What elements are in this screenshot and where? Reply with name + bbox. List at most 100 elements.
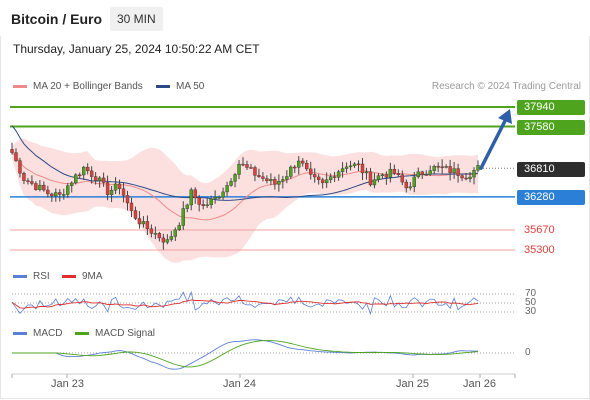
candle-body bbox=[209, 198, 213, 206]
candle-body bbox=[301, 160, 305, 164]
level-r1-tag: 37580 bbox=[517, 120, 585, 135]
candle-body bbox=[185, 204, 189, 209]
xaxis-label: Jan 25 bbox=[396, 378, 430, 390]
ma50-line bbox=[11, 125, 479, 201]
bollinger-bands bbox=[12, 138, 478, 263]
level-r2-tag: 37940 bbox=[517, 100, 585, 115]
candle-body bbox=[253, 167, 257, 176]
candle-body bbox=[62, 194, 66, 196]
candle-body bbox=[22, 172, 26, 181]
candle-body bbox=[396, 173, 401, 175]
candle-body bbox=[448, 166, 452, 174]
candle-body bbox=[14, 152, 18, 161]
candle-body bbox=[197, 197, 201, 205]
moving-averages bbox=[11, 125, 479, 221]
level-s2-tag: 35300 bbox=[524, 244, 555, 256]
candle-body bbox=[316, 176, 321, 180]
rsi-tick-50: 50 bbox=[525, 297, 537, 308]
candle-body bbox=[129, 202, 134, 211]
candle-body bbox=[141, 221, 146, 225]
candle-body bbox=[388, 168, 393, 178]
candle-body bbox=[456, 168, 460, 176]
macd-signal-line bbox=[12, 340, 479, 368]
candle-body bbox=[38, 184, 42, 190]
candle-body bbox=[336, 171, 341, 178]
candle-body bbox=[400, 174, 405, 183]
candle-body bbox=[221, 191, 225, 198]
ma20-line bbox=[11, 152, 479, 221]
candle-body bbox=[50, 193, 54, 197]
candle-body bbox=[85, 166, 90, 172]
candle-body bbox=[157, 233, 162, 239]
candle-body bbox=[364, 171, 369, 174]
candle-body bbox=[420, 171, 424, 175]
candle-body bbox=[277, 180, 281, 185]
rsi-tick-70: 70 bbox=[525, 288, 537, 299]
candle-body bbox=[169, 236, 174, 240]
xaxis-label: Jan 23 bbox=[51, 378, 85, 390]
macd-line bbox=[12, 339, 478, 370]
candle-body bbox=[265, 178, 269, 182]
candle-body bbox=[42, 184, 46, 191]
candle-body bbox=[153, 233, 158, 235]
candle-body bbox=[177, 225, 181, 231]
candle-body bbox=[30, 181, 34, 184]
instrument-title: Bitcoin / Euro bbox=[11, 11, 102, 27]
candle-body bbox=[440, 166, 444, 168]
candle-body bbox=[46, 189, 50, 195]
macd-zero-tick: 0 bbox=[525, 347, 531, 358]
candle-body bbox=[133, 210, 138, 219]
candle-body bbox=[332, 176, 337, 178]
candle-body bbox=[117, 183, 122, 189]
candle-body bbox=[380, 174, 385, 176]
candle-body bbox=[237, 163, 241, 175]
interval-button[interactable]: 30 MIN bbox=[110, 7, 163, 31]
candle-body bbox=[193, 189, 197, 199]
candle-body bbox=[376, 175, 381, 180]
candle-body bbox=[348, 165, 353, 168]
legend-rsi: RSI bbox=[13, 271, 50, 282]
candle-body bbox=[58, 192, 62, 195]
candle-body bbox=[392, 168, 397, 174]
candle-body bbox=[18, 160, 22, 174]
legend-macd: MACD bbox=[13, 328, 62, 339]
candle-body bbox=[165, 239, 170, 243]
candle-body bbox=[89, 170, 94, 177]
candle-body bbox=[468, 176, 472, 180]
forecast-arrow bbox=[479, 109, 512, 170]
candle-body bbox=[408, 186, 412, 189]
header: Bitcoin / Euro 30 MIN bbox=[0, 0, 590, 36]
candle-body bbox=[360, 163, 365, 174]
legend-ma20: MA 20 + Bollinger Bands bbox=[13, 81, 143, 92]
candle-body bbox=[149, 228, 154, 234]
candle-body bbox=[261, 176, 265, 179]
candle-body bbox=[173, 229, 177, 237]
candle-body bbox=[269, 178, 273, 182]
bollinger-band-area bbox=[12, 138, 478, 263]
candle-body bbox=[225, 185, 229, 193]
candle-body bbox=[74, 174, 78, 184]
candle-body bbox=[93, 176, 98, 181]
xaxis-label: Jan 26 bbox=[463, 378, 497, 390]
xaxis-label: Jan 24 bbox=[223, 378, 257, 390]
macd-signal-swatch bbox=[75, 332, 89, 335]
candle-body bbox=[34, 183, 38, 190]
candle-body bbox=[109, 189, 114, 195]
candle-body bbox=[432, 166, 436, 171]
candle-body bbox=[436, 166, 440, 168]
macd-signal-label: MACD Signal bbox=[95, 328, 156, 339]
candle-body bbox=[472, 170, 476, 178]
candle-body bbox=[444, 166, 448, 168]
candle-body bbox=[137, 218, 142, 225]
candle-body bbox=[309, 168, 313, 175]
candle-body bbox=[145, 221, 150, 230]
research-credit: Research © 2024 Trading Central bbox=[431, 81, 581, 92]
candle-body bbox=[245, 164, 249, 168]
candle-body bbox=[241, 163, 245, 166]
level-s1-tag: 35670 bbox=[524, 224, 555, 236]
candle-body bbox=[233, 174, 237, 182]
candle-body bbox=[285, 176, 289, 180]
candle-body bbox=[344, 166, 349, 169]
candles bbox=[10, 142, 480, 250]
